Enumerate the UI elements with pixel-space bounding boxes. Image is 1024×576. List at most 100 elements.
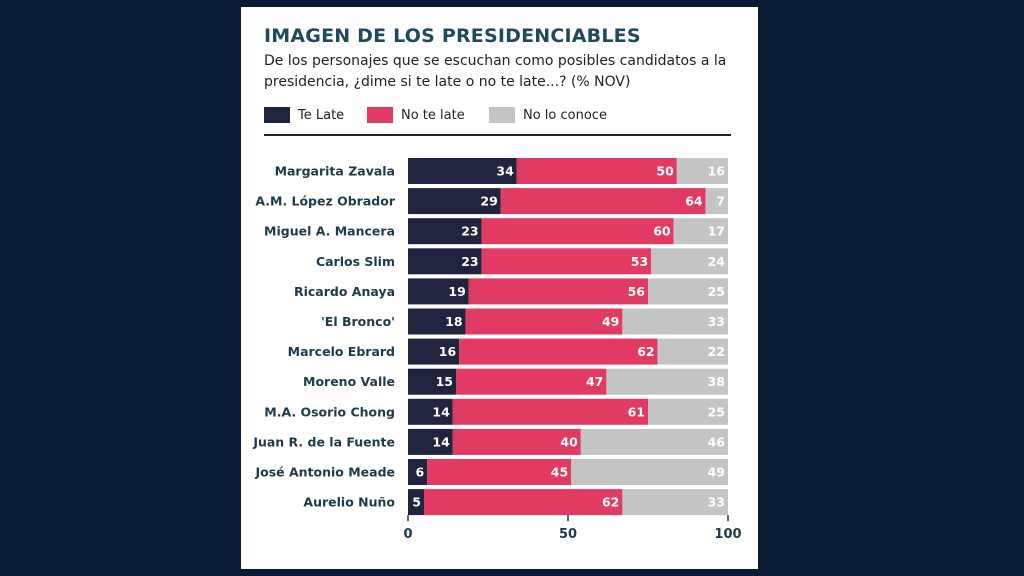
- data-label-no-lo-conoce: 38: [708, 374, 725, 389]
- bar-segment-no-te-late: [468, 278, 648, 305]
- bar-segment-te-late: [408, 368, 456, 395]
- category-label: 'El Bronco': [321, 314, 395, 329]
- category-label: Margarita Zavala: [275, 164, 395, 179]
- legend: Te Late No te late No lo conoce: [264, 105, 744, 125]
- chart-title: IMAGEN DE LOS PRESIDENCIABLES: [264, 25, 641, 47]
- bar-segment-no-te-late: [452, 398, 648, 425]
- bar-segment-no-lo-conoce: [648, 398, 728, 425]
- data-label-te-late: 23: [461, 254, 478, 269]
- bar-segment-no-te-late: [481, 218, 674, 245]
- bar-segment-te-late: [408, 398, 453, 425]
- bar-segment-no-lo-conoce: [571, 459, 728, 485]
- data-label-no-lo-conoce: 24: [708, 254, 726, 269]
- bar-segment-te-late: [408, 489, 424, 516]
- legend-label-no-te-late: No te late: [401, 107, 465, 123]
- data-label-te-late: 14: [432, 404, 450, 419]
- data-label-no-te-late: 62: [637, 344, 654, 359]
- category-label: José Antonio Meade: [254, 465, 395, 480]
- bar-segment-te-late: [408, 218, 482, 245]
- bar-segment-no-te-late: [481, 248, 652, 275]
- data-label-no-lo-conoce: 33: [708, 495, 725, 510]
- data-label-te-late: 15: [436, 374, 453, 389]
- data-label-no-lo-conoce: 17: [708, 224, 725, 239]
- bar-segment-no-lo-conoce: [676, 158, 728, 184]
- bar-segment-no-lo-conoce: [606, 368, 728, 395]
- bar-segment-no-te-late: [452, 428, 581, 455]
- divider-rule: [264, 134, 731, 136]
- category-label: Ricardo Anaya: [294, 284, 395, 299]
- data-label-te-late: 5: [412, 495, 421, 510]
- bar-segment-no-lo-conoce: [705, 188, 728, 215]
- bar-segment-no-lo-conoce: [580, 428, 728, 455]
- category-label: Moreno Valle: [303, 374, 395, 389]
- bar-segment-no-lo-conoce: [651, 248, 728, 275]
- data-label-te-late: 23: [461, 224, 478, 239]
- x-tick-label: 50: [559, 527, 577, 542]
- data-label-te-late: 6: [415, 465, 424, 480]
- category-label: Marcelo Ebrard: [288, 344, 395, 359]
- data-label-no-te-late: 62: [602, 495, 619, 510]
- bar-segment-no-te-late: [465, 308, 623, 335]
- legend-item-no-te-late: No te late: [367, 105, 465, 125]
- category-label: Carlos Slim: [316, 254, 395, 269]
- data-label-no-lo-conoce: 22: [708, 344, 725, 359]
- legend-item-te-late: Te Late: [264, 105, 344, 125]
- bar-segment-no-lo-conoce: [648, 278, 728, 305]
- chart-card: IMAGEN DE LOS PRESIDENCIABLES De los per…: [241, 7, 758, 569]
- bar-segment-no-lo-conoce: [673, 218, 728, 245]
- bar-segment-no-te-late: [459, 338, 658, 365]
- bar-segment-te-late: [408, 278, 469, 305]
- data-label-no-te-late: 49: [602, 314, 619, 329]
- bar-segment-te-late: [408, 459, 428, 485]
- category-label: A.M. López Obrador: [255, 194, 396, 209]
- data-label-no-te-late: 40: [560, 434, 578, 449]
- bar-segment-no-lo-conoce: [622, 308, 728, 335]
- x-tick-label: 100: [714, 527, 741, 542]
- bar-segment-no-te-late: [500, 188, 706, 215]
- chart-subtitle: De los personajes que se escuchan como p…: [264, 53, 727, 90]
- legend-item-no-lo-conoce: No lo conoce: [489, 105, 607, 125]
- bar-segment-no-te-late: [427, 459, 572, 485]
- data-label-no-lo-conoce: 49: [708, 465, 725, 480]
- data-label-no-te-late: 64: [685, 194, 703, 209]
- legend-label-te-late: Te Late: [298, 107, 345, 123]
- x-tick-label: 0: [403, 527, 412, 542]
- data-label-te-late: 18: [445, 314, 462, 329]
- data-label-no-te-late: 50: [656, 164, 674, 179]
- bar-segment-no-te-late: [516, 158, 677, 184]
- data-label-no-te-late: 45: [551, 465, 568, 480]
- bar-segment-no-te-late: [424, 489, 623, 516]
- bar-segment-no-lo-conoce: [622, 489, 728, 516]
- bar-segment-te-late: [408, 158, 517, 184]
- data-label-te-late: 19: [448, 284, 465, 299]
- legend-label-no-lo-conoce: No lo conoce: [523, 107, 607, 123]
- data-label-te-late: 16: [439, 344, 457, 359]
- bar-segment-no-te-late: [456, 368, 607, 395]
- legend-swatch-te-late: [264, 107, 290, 123]
- data-label-te-late: 29: [480, 194, 497, 209]
- data-label-te-late: 14: [432, 434, 450, 449]
- category-label: Aurelio Nuño: [303, 495, 395, 510]
- data-label-no-lo-conoce: 33: [708, 314, 725, 329]
- data-label-no-lo-conoce: 46: [708, 434, 726, 449]
- data-label-no-lo-conoce: 7: [716, 194, 725, 209]
- bar-segment-no-lo-conoce: [657, 338, 728, 365]
- data-label-no-lo-conoce: 25: [708, 404, 725, 419]
- legend-swatch-no-te-late: [367, 107, 393, 123]
- stacked-bar-chart: Margarita Zavala 34 50 16A.M. López Obrador…: [252, 158, 742, 542]
- category-label: Juan R. de la Fuente: [252, 434, 395, 449]
- bar-segment-te-late: [408, 188, 501, 215]
- bar-segment-te-late: [408, 308, 466, 335]
- data-label-no-te-late: 60: [653, 224, 671, 239]
- data-label-no-lo-conoce: 16: [708, 164, 726, 179]
- data-label-no-te-late: 47: [586, 374, 603, 389]
- legend-swatch-no-lo-conoce: [489, 107, 515, 123]
- data-label-te-late: 34: [496, 164, 514, 179]
- data-label-no-lo-conoce: 25: [708, 284, 725, 299]
- data-label-no-te-late: 56: [628, 284, 646, 299]
- data-label-no-te-late: 53: [631, 254, 648, 269]
- category-label: M.A. Osorio Chong: [264, 404, 395, 419]
- bar-segment-te-late: [408, 248, 482, 275]
- bar-segment-te-late: [408, 428, 453, 455]
- data-label-no-te-late: 61: [628, 404, 645, 419]
